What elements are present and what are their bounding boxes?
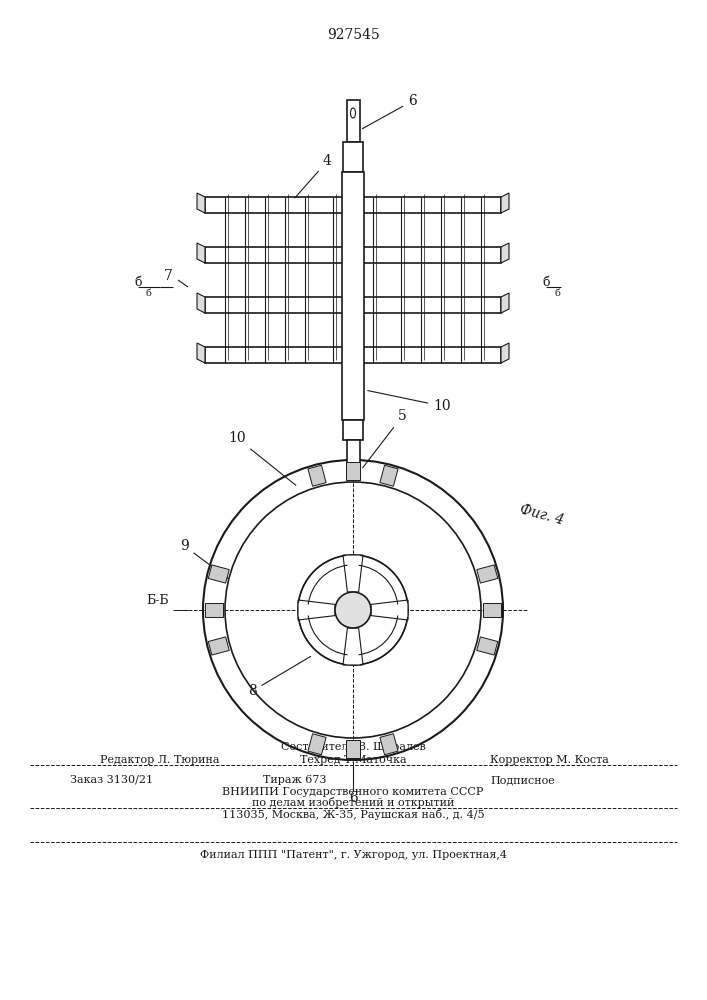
Text: б: б xyxy=(542,275,550,288)
Polygon shape xyxy=(197,193,205,213)
Circle shape xyxy=(335,592,371,628)
Polygon shape xyxy=(483,603,501,617)
Text: 10: 10 xyxy=(368,391,450,413)
Text: Корректор М. Коста: Корректор М. Коста xyxy=(490,755,609,765)
Polygon shape xyxy=(346,740,360,758)
Polygon shape xyxy=(343,628,363,665)
Polygon shape xyxy=(298,600,335,620)
Text: 113035, Москва, Ж-35, Раушская наб., д. 4/5: 113035, Москва, Ж-35, Раушская наб., д. … xyxy=(222,808,484,820)
Polygon shape xyxy=(343,555,363,592)
Polygon shape xyxy=(380,734,398,755)
Text: 927545: 927545 xyxy=(327,28,380,42)
Text: Фиг. 4: Фиг. 4 xyxy=(518,502,565,528)
Text: Подписное: Подписное xyxy=(490,775,555,785)
Polygon shape xyxy=(501,293,509,313)
Text: Тираж 673: Тираж 673 xyxy=(263,775,327,785)
Polygon shape xyxy=(308,465,326,486)
Ellipse shape xyxy=(351,108,356,118)
Text: Составитель В. Шуралев: Составитель В. Шуралев xyxy=(281,742,426,752)
Text: Заказ 3130/21: Заказ 3130/21 xyxy=(70,775,153,785)
Text: Редактор Л. Тюрина: Редактор Л. Тюрина xyxy=(100,755,219,765)
Polygon shape xyxy=(209,565,229,583)
Text: б: б xyxy=(145,290,151,298)
Text: 6: 6 xyxy=(363,94,416,129)
Bar xyxy=(343,420,363,440)
Polygon shape xyxy=(501,243,509,263)
Polygon shape xyxy=(346,462,360,480)
Text: б: б xyxy=(554,290,560,298)
Text: 8: 8 xyxy=(248,656,310,698)
Polygon shape xyxy=(197,343,205,363)
Text: 10: 10 xyxy=(228,431,296,485)
Polygon shape xyxy=(380,465,398,486)
Polygon shape xyxy=(477,637,498,655)
Bar xyxy=(347,440,360,472)
Circle shape xyxy=(298,555,408,665)
Polygon shape xyxy=(501,343,509,363)
Circle shape xyxy=(203,460,503,760)
Text: Филиал ППП "Патент", г. Ужгород, ул. Проектная,4: Филиал ППП "Патент", г. Ужгород, ул. Про… xyxy=(199,850,506,860)
Text: ВНИИПИ Государственного комитета СССР: ВНИИПИ Государственного комитета СССР xyxy=(222,787,484,797)
Polygon shape xyxy=(197,243,205,263)
Bar xyxy=(343,142,363,172)
Polygon shape xyxy=(501,193,509,213)
Text: 7: 7 xyxy=(163,269,173,283)
Polygon shape xyxy=(205,603,223,617)
Bar xyxy=(347,100,360,142)
Text: 5: 5 xyxy=(363,409,407,468)
Text: Б-Б: Б-Б xyxy=(146,593,169,606)
Bar xyxy=(205,197,501,213)
Polygon shape xyxy=(209,637,229,655)
Polygon shape xyxy=(371,600,408,620)
Bar xyxy=(205,347,501,363)
Bar xyxy=(205,297,501,313)
Text: 6: 6 xyxy=(349,791,357,805)
Circle shape xyxy=(225,482,481,738)
Text: Техред Т.Маточка: Техред Т.Маточка xyxy=(300,755,407,765)
Polygon shape xyxy=(308,734,326,755)
Text: по делам изобретений и открытий: по делам изобретений и открытий xyxy=(252,796,454,808)
Text: 4: 4 xyxy=(295,154,332,198)
Text: б: б xyxy=(134,275,141,288)
Bar xyxy=(342,172,364,420)
Polygon shape xyxy=(197,293,205,313)
Text: 9: 9 xyxy=(180,539,228,578)
Bar xyxy=(205,247,501,263)
Polygon shape xyxy=(477,565,498,583)
